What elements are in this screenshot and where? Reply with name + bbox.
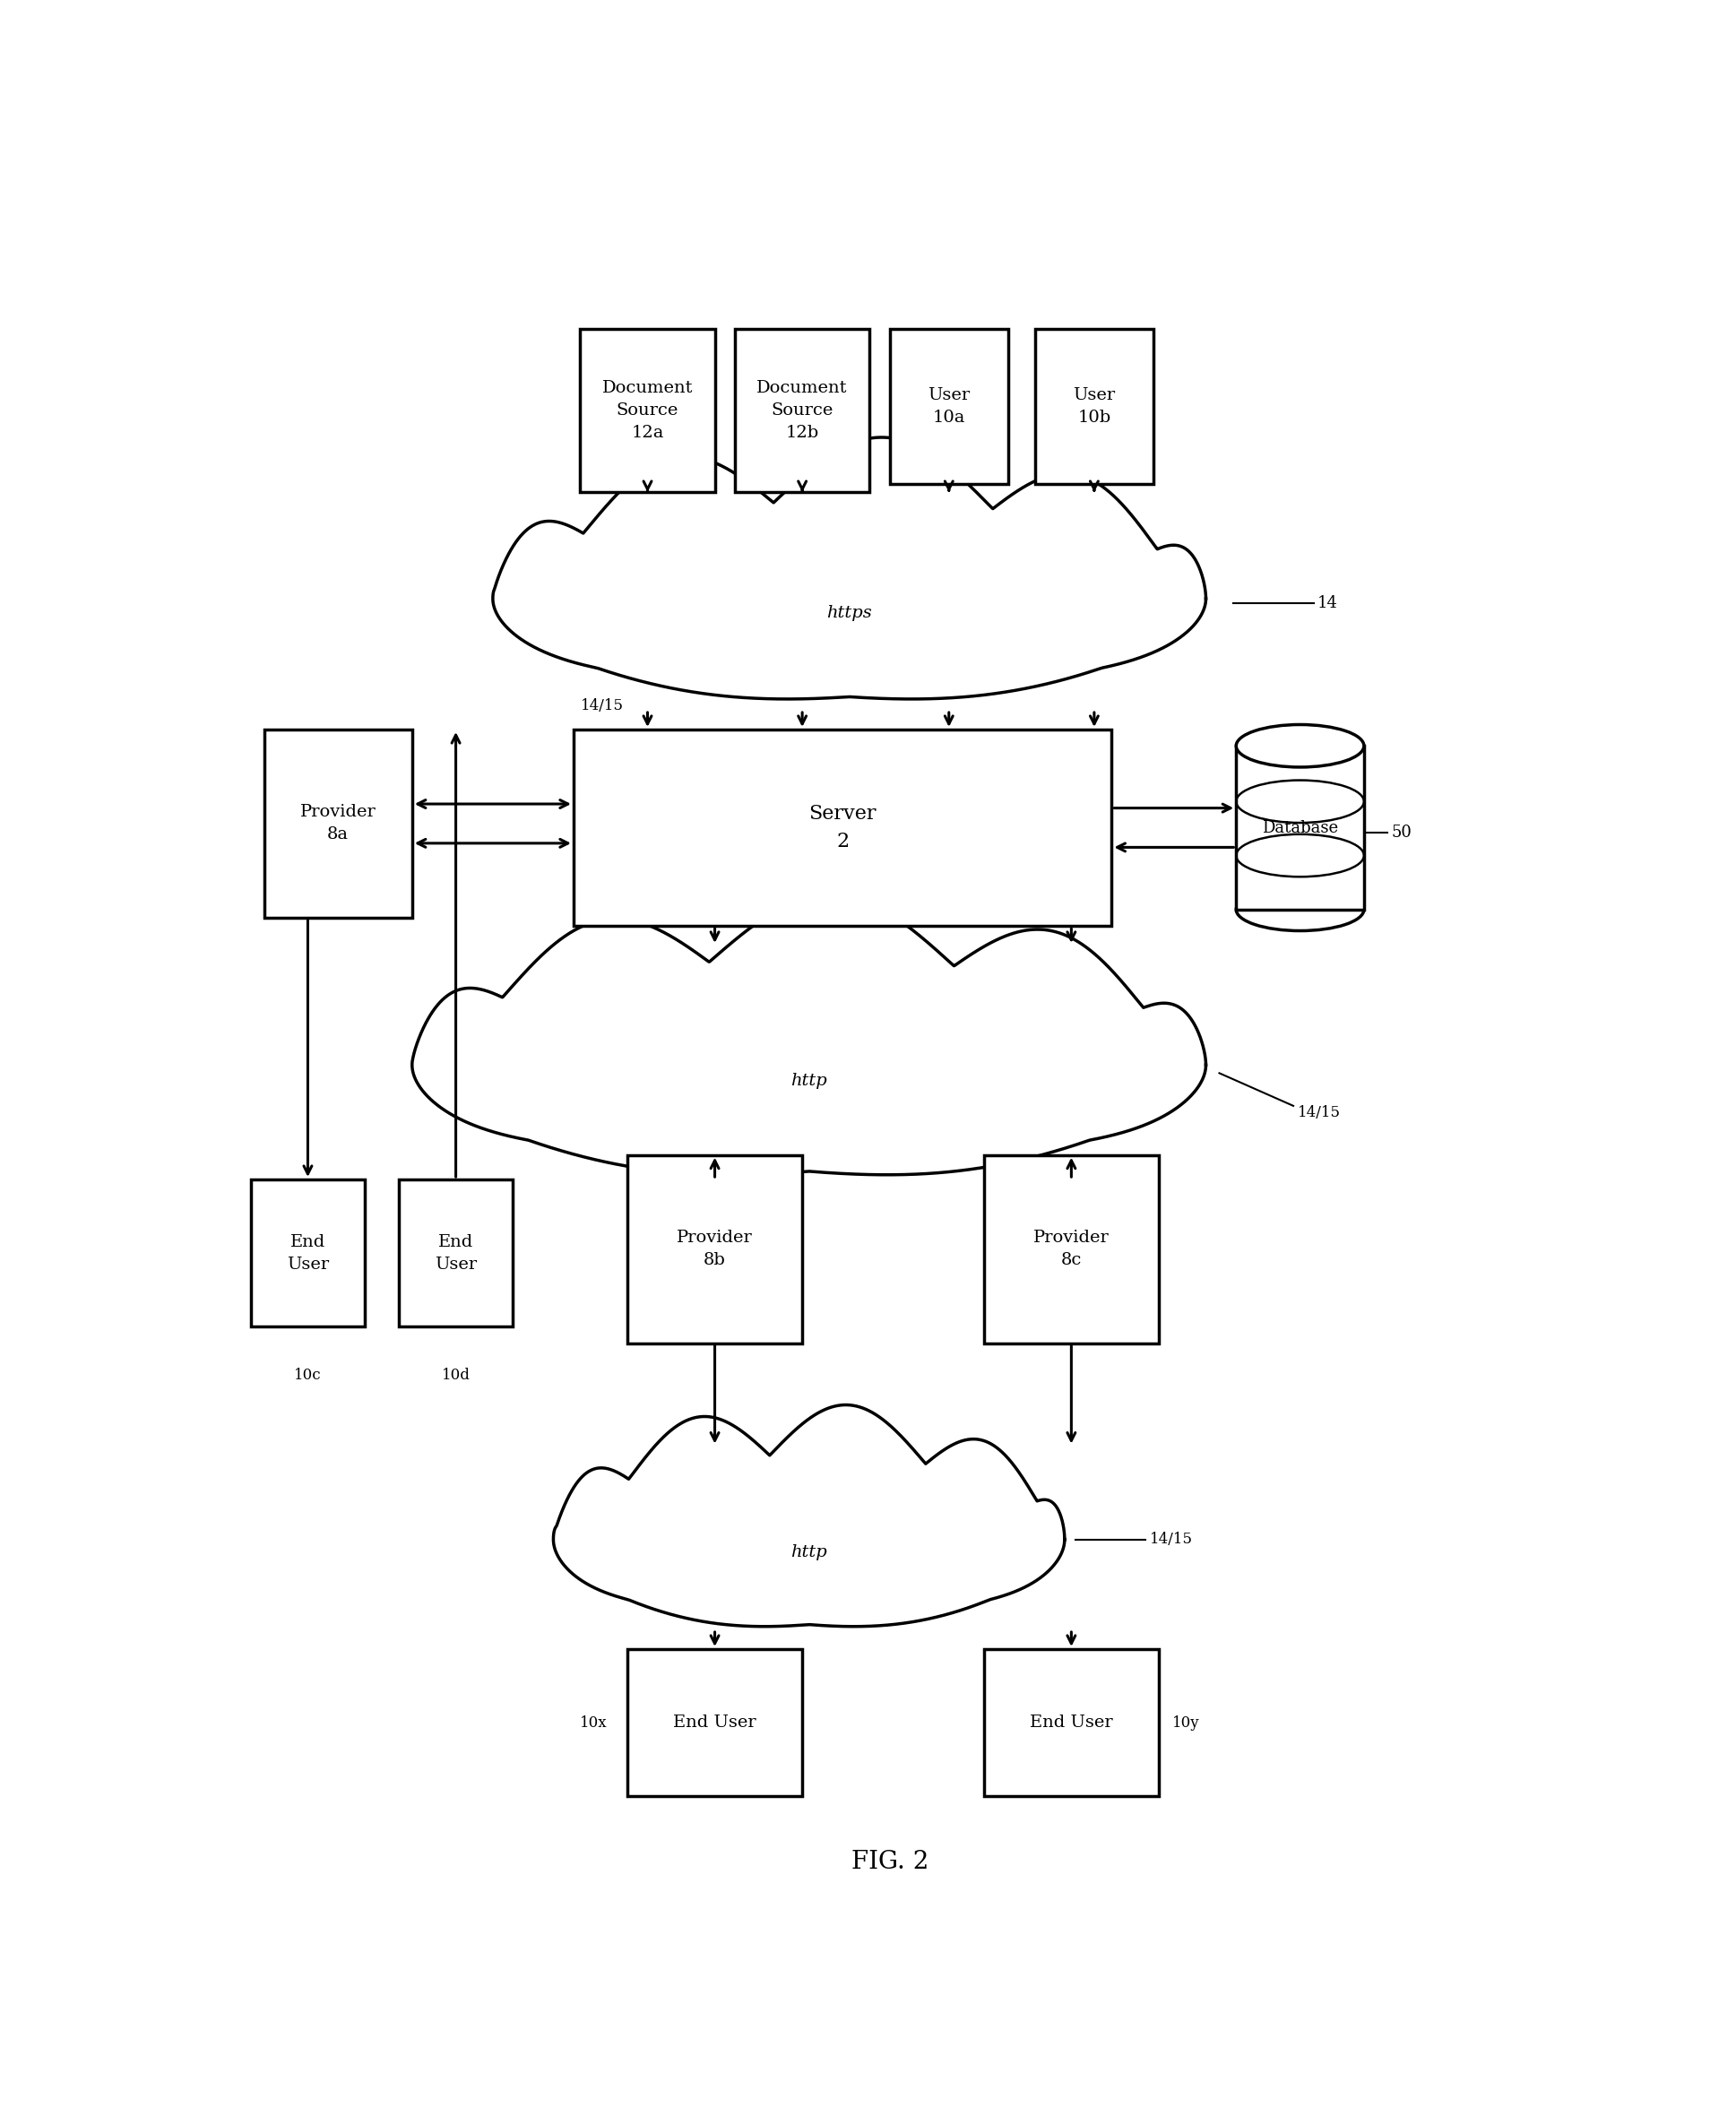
Text: FIG. 2: FIG. 2: [851, 1849, 929, 1874]
Text: 14/15: 14/15: [1297, 1105, 1340, 1120]
Text: 10d: 10d: [441, 1368, 470, 1383]
Bar: [984, 1649, 1160, 1796]
Bar: [1035, 329, 1153, 484]
Polygon shape: [493, 438, 1207, 699]
Text: Provider
8b: Provider 8b: [677, 1230, 753, 1269]
Polygon shape: [411, 895, 1207, 1175]
Text: User
10a: User 10a: [927, 387, 970, 425]
Text: Document
Source
12b: Document Source 12b: [757, 380, 847, 440]
Bar: [264, 729, 411, 918]
Text: http: http: [790, 1073, 828, 1088]
Text: Document
Source
12a: Document Source 12a: [602, 380, 693, 440]
Text: 10x: 10x: [580, 1715, 608, 1730]
Text: End
User: End User: [434, 1235, 477, 1273]
Text: Database: Database: [1262, 820, 1338, 835]
Text: End User: End User: [674, 1715, 757, 1730]
Text: Provider
8a: Provider 8a: [300, 805, 377, 844]
Bar: [627, 1156, 802, 1343]
Bar: [627, 1649, 802, 1796]
Text: Server
2: Server 2: [809, 803, 877, 852]
Bar: [580, 329, 715, 493]
Text: 50: 50: [1392, 824, 1411, 842]
Text: 14/15: 14/15: [1149, 1532, 1193, 1547]
Text: End
User: End User: [286, 1235, 328, 1273]
Bar: [573, 729, 1111, 926]
Text: Provider
8c: Provider 8c: [1033, 1230, 1109, 1269]
Text: https: https: [826, 606, 871, 620]
Bar: [984, 1156, 1160, 1343]
Text: 14: 14: [1318, 595, 1338, 612]
Text: 14/15: 14/15: [580, 697, 623, 714]
Text: 10y: 10y: [1172, 1715, 1200, 1730]
Text: http: http: [790, 1545, 828, 1560]
Bar: [399, 1179, 514, 1326]
Bar: [250, 1179, 365, 1326]
Text: End User: End User: [1029, 1715, 1113, 1730]
Ellipse shape: [1236, 725, 1364, 767]
Polygon shape: [554, 1405, 1064, 1626]
Text: User
10b: User 10b: [1073, 387, 1115, 425]
Ellipse shape: [1236, 888, 1364, 931]
Bar: [1236, 746, 1364, 910]
Bar: [734, 329, 870, 493]
Text: 10c: 10c: [293, 1368, 321, 1383]
Bar: [891, 329, 1009, 484]
